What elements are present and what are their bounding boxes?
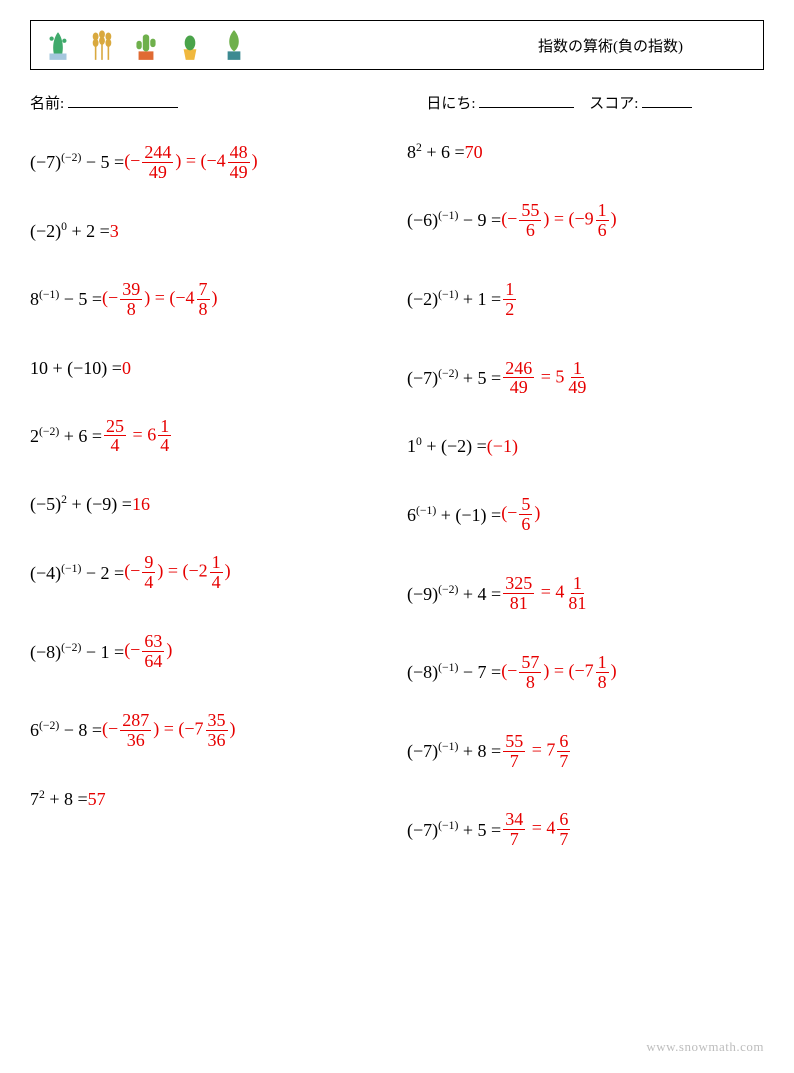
problem-answer: (−6364) <box>124 632 172 671</box>
problem: 10 + (−10) = 0 <box>30 359 387 377</box>
date-blank <box>479 93 574 108</box>
problem-answer: 557 = 767 <box>501 732 572 771</box>
name-label: 名前: <box>30 96 64 112</box>
problem-expression: (−7)(−2) + 5 = <box>407 369 501 387</box>
problem-answer: (−1) <box>487 437 518 455</box>
problem-expression: (−8)(−1) − 7 = <box>407 663 501 681</box>
problem: 8(−1) − 5 = (−398) = (−478) <box>30 280 387 319</box>
problem-expression: 82 + 6 = <box>407 143 465 161</box>
problem-answer: 32581 = 4181 <box>501 574 590 613</box>
problem: (−9)(−2) + 4 = 32581 = 4181 <box>407 574 764 613</box>
problem-answer: 12 <box>501 280 518 319</box>
problem-answer: 3 <box>110 222 119 240</box>
problem-answer: (−24449) = (−44849) <box>124 143 257 182</box>
problem: (−7)(−1) + 5 = 347 = 467 <box>407 810 764 849</box>
problem-expression: 6(−1) + (−1) = <box>407 506 501 524</box>
problem: 82 + 6 = 70 <box>407 143 764 161</box>
problem: (−7)(−2) + 5 = 24649 = 5149 <box>407 359 764 398</box>
problem: (−7)(−2) − 5 = (−24449) = (−44849) <box>30 143 387 182</box>
problem-expression: 72 + 8 = <box>30 790 88 808</box>
problem-expression: (−7)(−1) + 5 = <box>407 821 501 839</box>
problems-grid: (−7)(−2) − 5 = (−24449) = (−44849) (−2)0 … <box>30 143 764 849</box>
problem-answer: 57 <box>88 790 106 808</box>
problem-answer: (−556) = (−916) <box>501 201 616 240</box>
problem: 6(−2) − 8 = (−28736) = (−73536) <box>30 711 387 750</box>
decorative-icons <box>31 28 251 62</box>
problem-expression: (−5)2 + (−9) = <box>30 495 132 513</box>
problem-expression: 10 + (−10) = <box>30 359 122 377</box>
problem-answer: 70 <box>465 143 483 161</box>
problem-expression: (−2)0 + 2 = <box>30 222 110 240</box>
problem-expression: (−7)(−1) + 8 = <box>407 742 501 760</box>
problem-answer: 24649 = 5149 <box>501 359 590 398</box>
problem-answer: (−56) <box>501 495 540 534</box>
problem: 10 + (−2) = (−1) <box>407 437 764 455</box>
problem: 6(−1) + (−1) = (−56) <box>407 495 764 534</box>
problem-answer: 254 = 614 <box>102 417 173 456</box>
cactus-icon <box>129 28 163 62</box>
problem-answer: 16 <box>132 495 150 513</box>
date-label: 日にち: <box>426 96 475 112</box>
right-column: 82 + 6 = 70 (−6)(−1) − 9 = (−556) = (−916… <box>407 143 764 849</box>
problem-expression: (−2)(−1) + 1 = <box>407 290 501 308</box>
wheat-icon <box>85 28 119 62</box>
header-box: 指数の算術(負の指数) <box>30 20 764 70</box>
problem-answer: 0 <box>122 359 131 377</box>
problem: 72 + 8 = 57 <box>30 790 387 808</box>
problem: (−6)(−1) − 9 = (−556) = (−916) <box>407 201 764 240</box>
problem: (−5)2 + (−9) = 16 <box>30 495 387 513</box>
problem-expression: 2(−2) + 6 = <box>30 427 102 445</box>
problem-expression: (−6)(−1) − 9 = <box>407 211 501 229</box>
left-column: (−7)(−2) − 5 = (−24449) = (−44849) (−2)0 … <box>30 143 387 849</box>
worksheet-title: 指数の算術(負の指数) <box>538 35 683 56</box>
problem-expression: (−7)(−2) − 5 = <box>30 153 124 171</box>
problem-expression: (−8)(−2) − 1 = <box>30 643 124 661</box>
problem-expression: 8(−1) − 5 = <box>30 290 102 308</box>
score-blank <box>642 93 692 108</box>
score-label: スコア: <box>589 96 638 112</box>
problem: (−4)(−1) − 2 = (−94) = (−214) <box>30 553 387 592</box>
problem-expression: 10 + (−2) = <box>407 437 487 455</box>
info-row: 名前: 日にち: スコア: <box>30 92 764 113</box>
problem: (−8)(−2) − 1 = (−6364) <box>30 632 387 671</box>
name-blank <box>68 93 178 108</box>
problem: (−8)(−1) − 7 = (−578) = (−718) <box>407 653 764 692</box>
problem-expression: 6(−2) − 8 = <box>30 721 102 739</box>
problem-expression: (−9)(−2) + 4 = <box>407 585 501 603</box>
plant-icon <box>41 28 75 62</box>
problem-answer: (−28736) = (−73536) <box>102 711 235 750</box>
problem: (−7)(−1) + 8 = 557 = 767 <box>407 732 764 771</box>
problem: (−2)(−1) + 1 = 12 <box>407 280 764 319</box>
problem-expression: (−4)(−1) − 2 = <box>30 564 124 582</box>
problem: (−2)0 + 2 = 3 <box>30 222 387 240</box>
tall-plant-icon <box>217 28 251 62</box>
problem-answer: (−398) = (−478) <box>102 280 217 319</box>
problem: 2(−2) + 6 = 254 = 614 <box>30 417 387 456</box>
problem-answer: (−94) = (−214) <box>124 553 230 592</box>
problem-answer: 347 = 467 <box>501 810 572 849</box>
problem-answer: (−578) = (−718) <box>501 653 616 692</box>
small-pot-icon <box>173 28 207 62</box>
